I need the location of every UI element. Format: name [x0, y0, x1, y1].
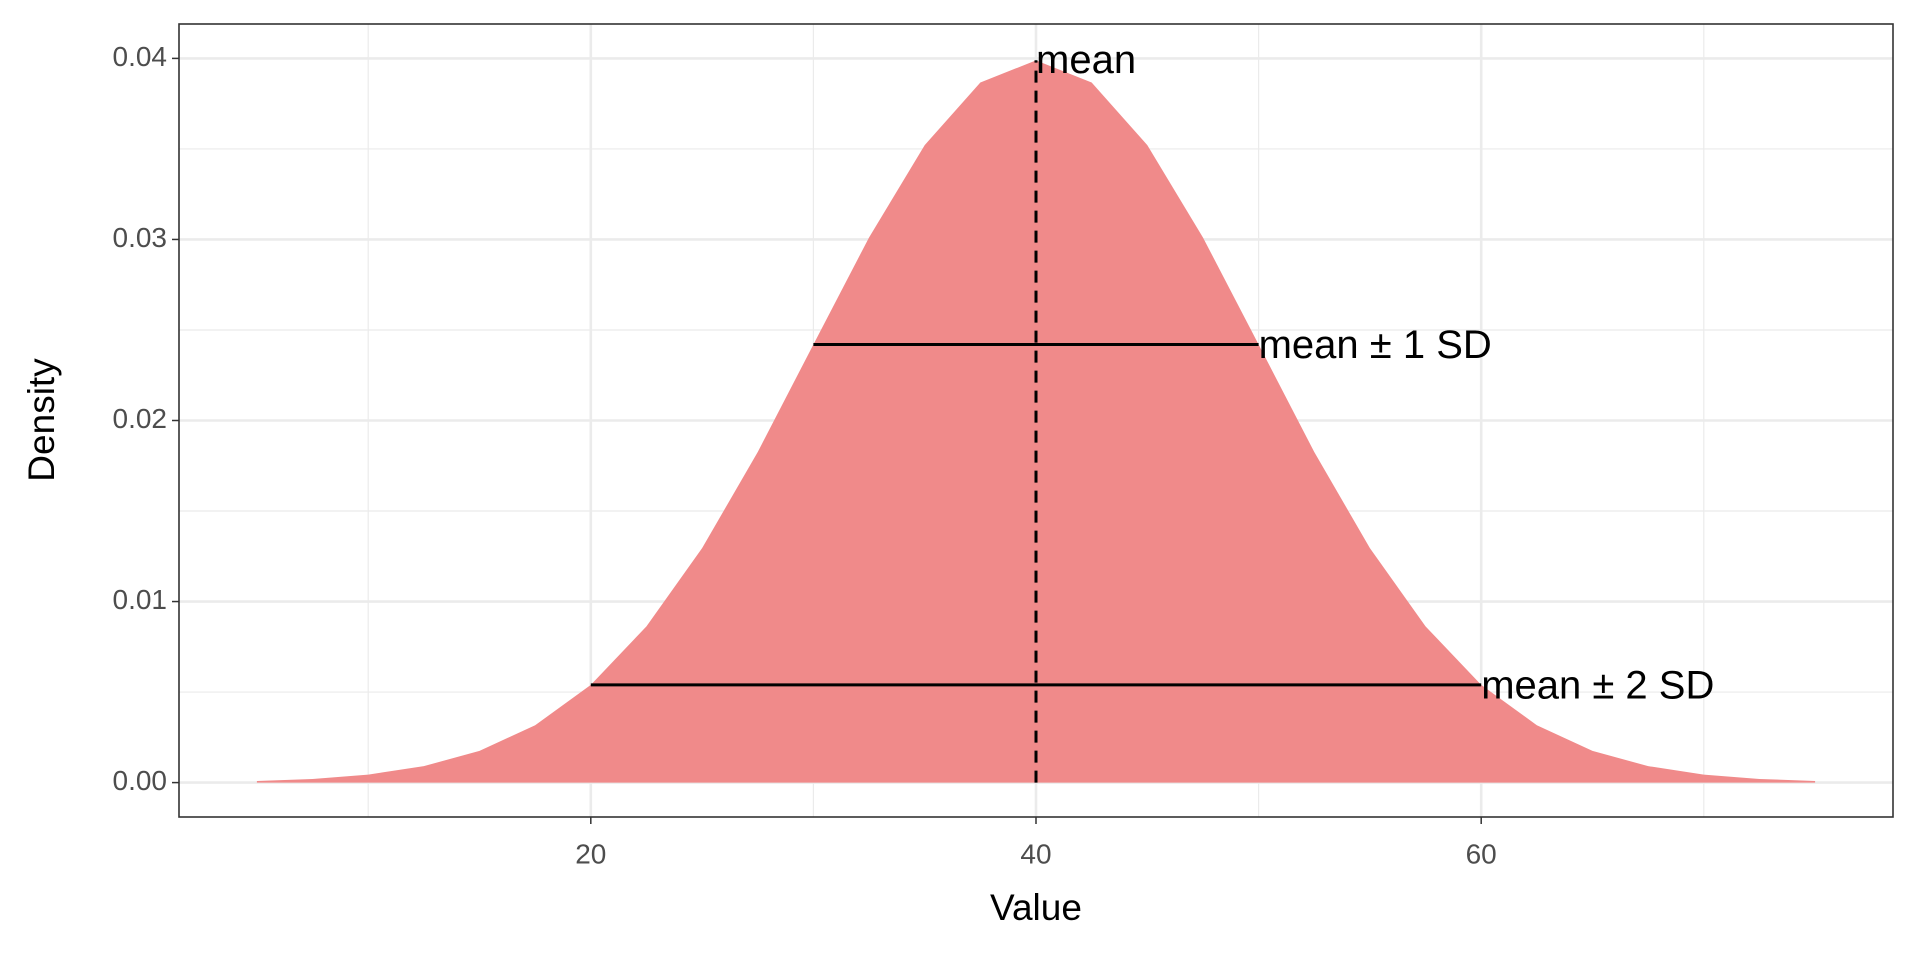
y-tick-label: 0.00: [113, 765, 168, 796]
x-tick-label: 20: [575, 838, 606, 869]
y-tick-label: 0.02: [113, 403, 168, 434]
y-axis-title: Density: [21, 358, 62, 482]
x-axis-title: Value: [990, 887, 1082, 928]
panel-border: [178, 23, 1894, 818]
y-tick-label: 0.01: [113, 584, 168, 615]
annotation: mean ± 2 SD: [1481, 663, 1714, 707]
y-tick-label: 0.03: [113, 222, 168, 253]
y-tick-label: 0.04: [113, 41, 168, 72]
x-tick-label: 60: [1466, 838, 1497, 869]
x-tick-label: 40: [1020, 838, 1051, 869]
annotation: mean: [1036, 38, 1136, 82]
annotation: mean ± 1 SD: [1259, 323, 1492, 367]
